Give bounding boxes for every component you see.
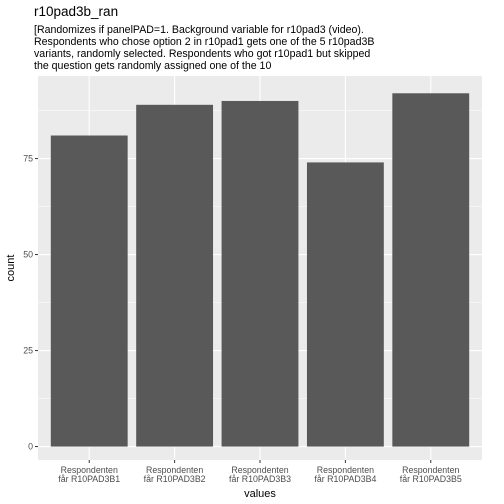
x-axis-title: values <box>244 488 276 500</box>
bar <box>221 100 299 447</box>
y-tick-label: 0 <box>28 442 33 452</box>
x-tick-label: Respondenten <box>231 465 288 475</box>
x-tick-label: får R10PAD3B1 <box>58 474 120 484</box>
bar <box>306 162 384 447</box>
subtitle-line: Respondents who chose option 2 in r10pad… <box>34 36 375 48</box>
x-tick-label: får R10PAD3B5 <box>400 474 462 484</box>
x-tick-label: får R10PAD3B4 <box>314 474 376 484</box>
subtitle-line: variants, randomly selected. Respondents… <box>34 48 371 60</box>
y-tick-label: 25 <box>23 346 33 356</box>
x-tick-label: får R10PAD3B2 <box>144 474 206 484</box>
chart-title: r10pad3b_ran <box>34 4 119 19</box>
bar <box>392 93 470 447</box>
y-tick-label: 50 <box>23 250 33 260</box>
chart-subtitle: [Randomizes if panelPAD=1. Background va… <box>34 24 498 72</box>
subtitle-line: the question gets randomly assigned one … <box>34 60 272 72</box>
bar <box>136 104 214 447</box>
y-tick-label: 75 <box>23 154 33 164</box>
x-tick-label: Respondenten <box>317 465 374 475</box>
x-tick-label: får R10PAD3B3 <box>229 474 291 484</box>
x-tick-label: Respondenten <box>61 465 118 475</box>
x-tick-label: Respondenten <box>402 465 459 475</box>
y-axis-title: count <box>5 255 17 282</box>
subtitle-line: [Randomizes if panelPAD=1. Background va… <box>34 24 364 36</box>
bar <box>50 135 128 447</box>
x-tick-label: Respondenten <box>146 465 203 475</box>
